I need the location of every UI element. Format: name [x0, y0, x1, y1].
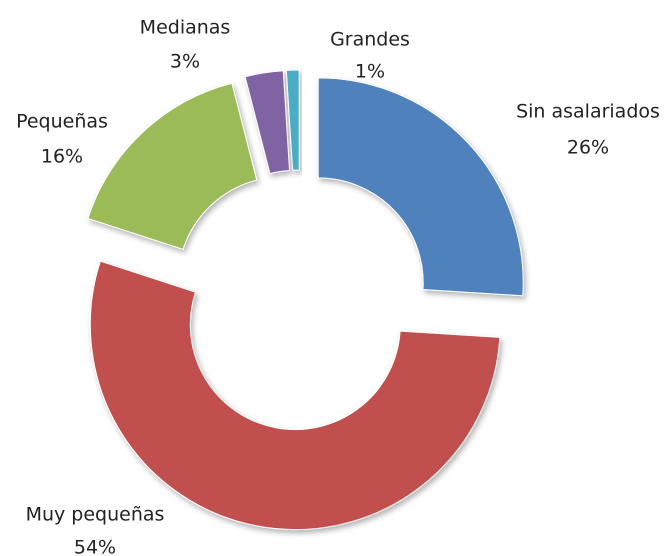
slice-value-label: 54%	[74, 537, 116, 556]
slice-value-label: 3%	[170, 51, 200, 73]
donut-slice	[244, 70, 291, 175]
slice-label: Pequeñas	[16, 111, 108, 133]
slice-value-label: 26%	[567, 137, 609, 159]
slice-value-label: 1%	[355, 61, 385, 83]
slice-value-label: 16%	[41, 146, 83, 168]
slice-label: Muy pequeñas	[26, 504, 165, 526]
slice-label: Sin asalariados	[516, 101, 660, 123]
donut-slice	[89, 260, 501, 531]
donut-slice	[285, 69, 300, 171]
slice-label: Medianas	[140, 17, 231, 39]
donut-slice	[317, 77, 524, 297]
slice-label: Grandes	[330, 29, 410, 51]
donut-slice	[87, 82, 258, 250]
